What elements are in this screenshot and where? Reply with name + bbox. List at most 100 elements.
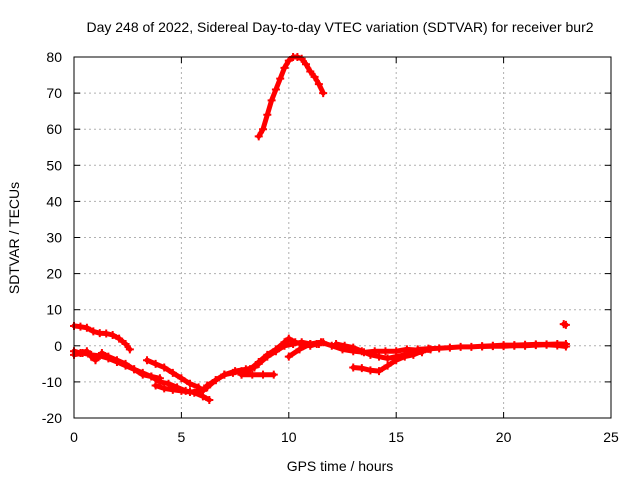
data-point-plus [177, 374, 186, 383]
data-point-plus [237, 370, 246, 379]
data-point-plus [375, 367, 384, 376]
data-point-plus [168, 368, 177, 377]
series-arc-8 [237, 370, 278, 379]
data-point-plus [259, 125, 268, 134]
data-point-plus [297, 338, 306, 347]
data-point-plus [102, 329, 111, 338]
data-point-plus [445, 343, 454, 352]
x-tick-label: 20 [496, 429, 512, 445]
data-point-plus [284, 334, 293, 343]
data-point-plus [168, 385, 177, 394]
y-axis-label: SDTVAR / TECUs [6, 182, 22, 294]
data-point-plus [89, 327, 98, 336]
data-point-plus [82, 323, 91, 332]
data-point-plus [306, 339, 315, 348]
data-point-plus [553, 341, 562, 350]
data-point-plus [488, 342, 497, 351]
data-point-plus [259, 370, 268, 379]
y-tick-label: 80 [46, 49, 62, 65]
series-arc-14 [478, 340, 570, 351]
x-tick-labels: 0 5 10 15 20 25 [70, 429, 619, 445]
data-point-plus [510, 341, 519, 350]
data-point-plus [164, 379, 173, 388]
data-point-plus [121, 339, 130, 348]
x-tick-label: 0 [70, 429, 78, 445]
data-point-plus [246, 365, 255, 374]
data-point-plus [467, 342, 476, 351]
data-point-plus [160, 363, 169, 372]
data-point-plus [357, 347, 366, 356]
data-point-plus [263, 110, 272, 119]
x-tick-label: 10 [281, 429, 297, 445]
data-point-plus [478, 342, 487, 351]
data-point-plus [185, 388, 194, 397]
data-point-plus [306, 67, 315, 76]
data-point-plus [143, 356, 152, 365]
data-point-plus [269, 370, 278, 379]
y-tick-label: 40 [46, 193, 62, 209]
data-point-plus [561, 320, 570, 329]
data-point-plus [151, 381, 160, 390]
data-point-plus [542, 340, 551, 349]
y-tick-label: 50 [46, 157, 62, 173]
data-point-plus [357, 364, 366, 373]
data-point-plus [521, 341, 530, 350]
data-point-plus [280, 341, 289, 350]
data-point-plus [310, 72, 319, 81]
y-tick-label: 0 [54, 338, 62, 354]
y-tick-label: -20 [42, 410, 62, 426]
x-tick-label: 5 [178, 429, 186, 445]
data-point-plus [340, 341, 349, 350]
plot-frame [73, 56, 612, 419]
y-tick-label: 30 [46, 230, 62, 246]
x-tick-label: 25 [603, 429, 619, 445]
data-point-plus [289, 339, 298, 348]
data-point-plus [381, 347, 390, 356]
chart-title: Day 248 of 2022, Sidereal Day-to-day VTE… [86, 19, 593, 35]
data-point-plus [424, 344, 433, 353]
data-point-plus [125, 345, 134, 354]
data-point-plus [108, 330, 117, 339]
data-point-plus [87, 350, 96, 359]
data-point-plus [435, 344, 444, 353]
data-point-plus [121, 361, 130, 370]
data-point-plus [254, 359, 263, 368]
data-point-plus [499, 342, 508, 351]
data-point-plus [267, 96, 276, 105]
data-point-plus [392, 356, 401, 365]
series-arc-15 [559, 320, 570, 329]
data-point-plus [185, 379, 194, 388]
y-tick-label: 20 [46, 266, 62, 282]
data-point-plus [366, 350, 375, 359]
y-tick-label: 70 [46, 85, 62, 101]
data-point-plus [263, 352, 272, 361]
data-point-plus [314, 80, 323, 89]
y-tick-label: 60 [46, 121, 62, 137]
data-point-plus [301, 60, 310, 69]
data-point-plus [332, 339, 341, 348]
data-point-plus [76, 322, 85, 331]
data-point-plus [112, 358, 121, 367]
data-point-plus [138, 368, 147, 377]
x-axis-label: GPS time / hours [287, 458, 394, 474]
data-point-plus [280, 63, 289, 72]
data-point-plus [297, 54, 306, 63]
y-tick-label: -10 [42, 374, 62, 390]
data-point-plus [284, 352, 293, 361]
data-point-plus [95, 351, 104, 360]
series-arc-4 [143, 356, 207, 395]
data-point-plus [349, 343, 358, 352]
data-point-plus [400, 352, 409, 361]
data-point-plus [319, 89, 328, 98]
data-point-plus [160, 384, 169, 393]
data-point-plus [375, 352, 384, 361]
data-point-plus [317, 338, 326, 347]
data-point-plus [115, 334, 124, 343]
data-point-plus [220, 370, 229, 379]
data-point-plus [194, 387, 203, 396]
data-point-plus [284, 56, 293, 65]
series-track [239, 339, 322, 378]
y-tick-labels: -20 -10 0 10 20 30 40 50 60 70 80 [42, 49, 62, 426]
data-point-plus [295, 345, 304, 354]
